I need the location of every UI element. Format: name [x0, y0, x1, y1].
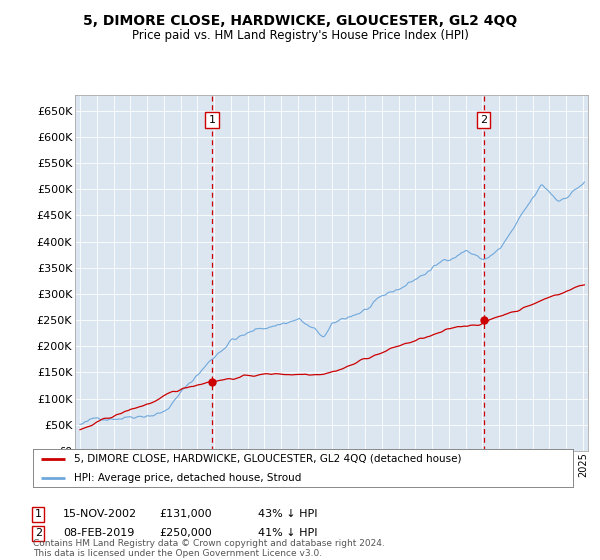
- Text: 15-NOV-2002: 15-NOV-2002: [63, 509, 137, 519]
- Text: 5, DIMORE CLOSE, HARDWICKE, GLOUCESTER, GL2 4QQ: 5, DIMORE CLOSE, HARDWICKE, GLOUCESTER, …: [83, 14, 517, 28]
- Text: HPI: Average price, detached house, Stroud: HPI: Average price, detached house, Stro…: [74, 473, 301, 483]
- Text: 2: 2: [480, 115, 487, 125]
- Text: 41% ↓ HPI: 41% ↓ HPI: [258, 528, 317, 538]
- Text: Price paid vs. HM Land Registry's House Price Index (HPI): Price paid vs. HM Land Registry's House …: [131, 29, 469, 42]
- Text: 43% ↓ HPI: 43% ↓ HPI: [258, 509, 317, 519]
- Text: 1: 1: [209, 115, 215, 125]
- Text: 1: 1: [35, 509, 42, 519]
- Text: 08-FEB-2019: 08-FEB-2019: [63, 528, 134, 538]
- Text: 5, DIMORE CLOSE, HARDWICKE, GLOUCESTER, GL2 4QQ (detached house): 5, DIMORE CLOSE, HARDWICKE, GLOUCESTER, …: [74, 454, 461, 464]
- Text: Contains HM Land Registry data © Crown copyright and database right 2024.
This d: Contains HM Land Registry data © Crown c…: [33, 539, 385, 558]
- Text: £250,000: £250,000: [159, 528, 212, 538]
- Text: £131,000: £131,000: [159, 509, 212, 519]
- Text: 2: 2: [35, 528, 42, 538]
